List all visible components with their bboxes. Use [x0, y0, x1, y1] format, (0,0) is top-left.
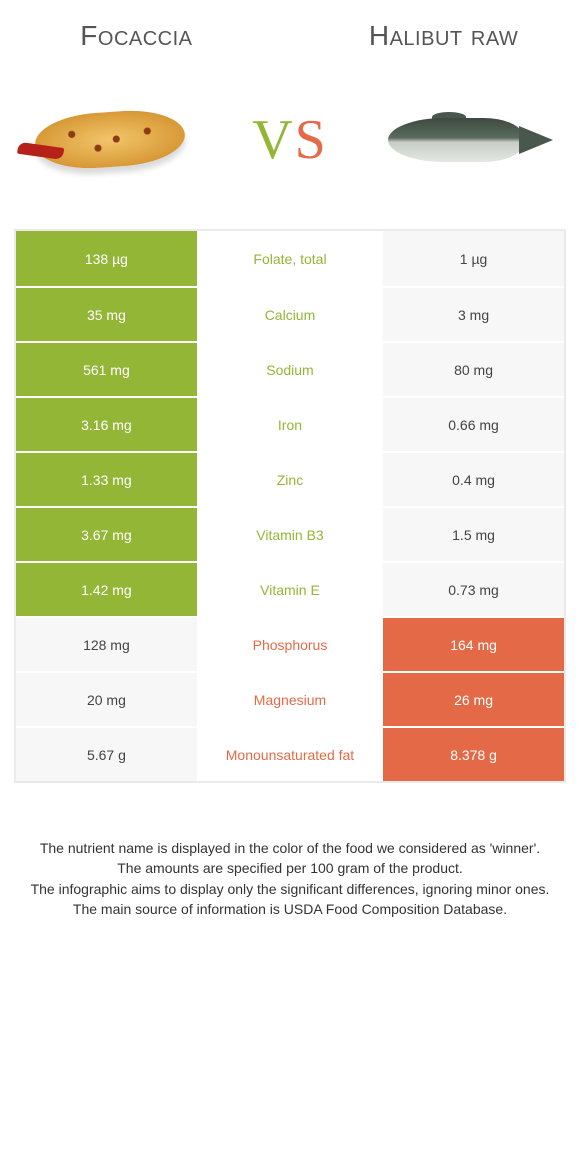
table-row: 5.67 gMonounsaturated fat8.378 g	[16, 726, 564, 781]
vs-label: VS	[252, 108, 328, 172]
right-value: 3 mg	[383, 288, 564, 341]
right-value: 1 µg	[383, 231, 564, 286]
left-food-title: Focaccia	[34, 20, 239, 52]
table-row: 138 µgFolate, total1 µg	[16, 231, 564, 286]
left-value: 561 mg	[16, 343, 197, 396]
nutrient-label: Sodium	[197, 343, 383, 396]
table-row: 3.16 mgIron0.66 mg	[16, 396, 564, 451]
footer-line: The nutrient name is displayed in the co…	[26, 838, 554, 858]
footer-line: The infographic aims to display only the…	[26, 879, 554, 899]
right-value: 26 mg	[383, 673, 564, 726]
nutrient-label: Phosphorus	[197, 618, 383, 671]
right-value: 164 mg	[383, 618, 564, 671]
nutrient-label: Iron	[197, 398, 383, 451]
nutrient-label: Calcium	[197, 288, 383, 341]
image-row: VS	[14, 92, 566, 187]
focaccia-icon	[33, 107, 186, 172]
left-value: 3.16 mg	[16, 398, 197, 451]
left-food-image	[22, 92, 197, 187]
footer-notes: The nutrient name is displayed in the co…	[14, 838, 566, 939]
table-row: 3.67 mgVitamin B31.5 mg	[16, 506, 564, 561]
nutrient-label: Vitamin B3	[197, 508, 383, 561]
nutrient-table: 138 µgFolate, total1 µg35 mgCalcium3 mg5…	[14, 229, 566, 783]
right-value: 80 mg	[383, 343, 564, 396]
left-value: 20 mg	[16, 673, 197, 726]
nutrient-label: Vitamin E	[197, 563, 383, 616]
left-value: 35 mg	[16, 288, 197, 341]
table-row: 1.42 mgVitamin E0.73 mg	[16, 561, 564, 616]
left-value: 3.67 mg	[16, 508, 197, 561]
right-food-title: Halibut raw	[341, 20, 546, 52]
table-row: 128 mgPhosphorus164 mg	[16, 616, 564, 671]
vs-v: V	[252, 109, 294, 171]
table-row: 20 mgMagnesium26 mg	[16, 671, 564, 726]
right-value: 0.66 mg	[383, 398, 564, 451]
right-value: 0.73 mg	[383, 563, 564, 616]
right-value: 8.378 g	[383, 728, 564, 781]
title-row: Focaccia Halibut raw	[14, 20, 566, 52]
left-value: 128 mg	[16, 618, 197, 671]
left-value: 138 µg	[16, 231, 197, 286]
table-row: 35 mgCalcium3 mg	[16, 286, 564, 341]
table-row: 1.33 mgZinc0.4 mg	[16, 451, 564, 506]
right-value: 0.4 mg	[383, 453, 564, 506]
right-food-image	[383, 92, 558, 187]
nutrient-label: Folate, total	[197, 231, 383, 286]
footer-line: The main source of information is USDA F…	[26, 899, 554, 919]
halibut-icon	[388, 110, 553, 170]
left-value: 1.33 mg	[16, 453, 197, 506]
table-row: 561 mgSodium80 mg	[16, 341, 564, 396]
nutrient-label: Monounsaturated fat	[197, 728, 383, 781]
left-value: 5.67 g	[16, 728, 197, 781]
right-value: 1.5 mg	[383, 508, 564, 561]
nutrient-label: Magnesium	[197, 673, 383, 726]
left-value: 1.42 mg	[16, 563, 197, 616]
footer-line: The amounts are specified per 100 gram o…	[26, 858, 554, 878]
nutrient-label: Zinc	[197, 453, 383, 506]
vs-s: S	[295, 109, 328, 171]
